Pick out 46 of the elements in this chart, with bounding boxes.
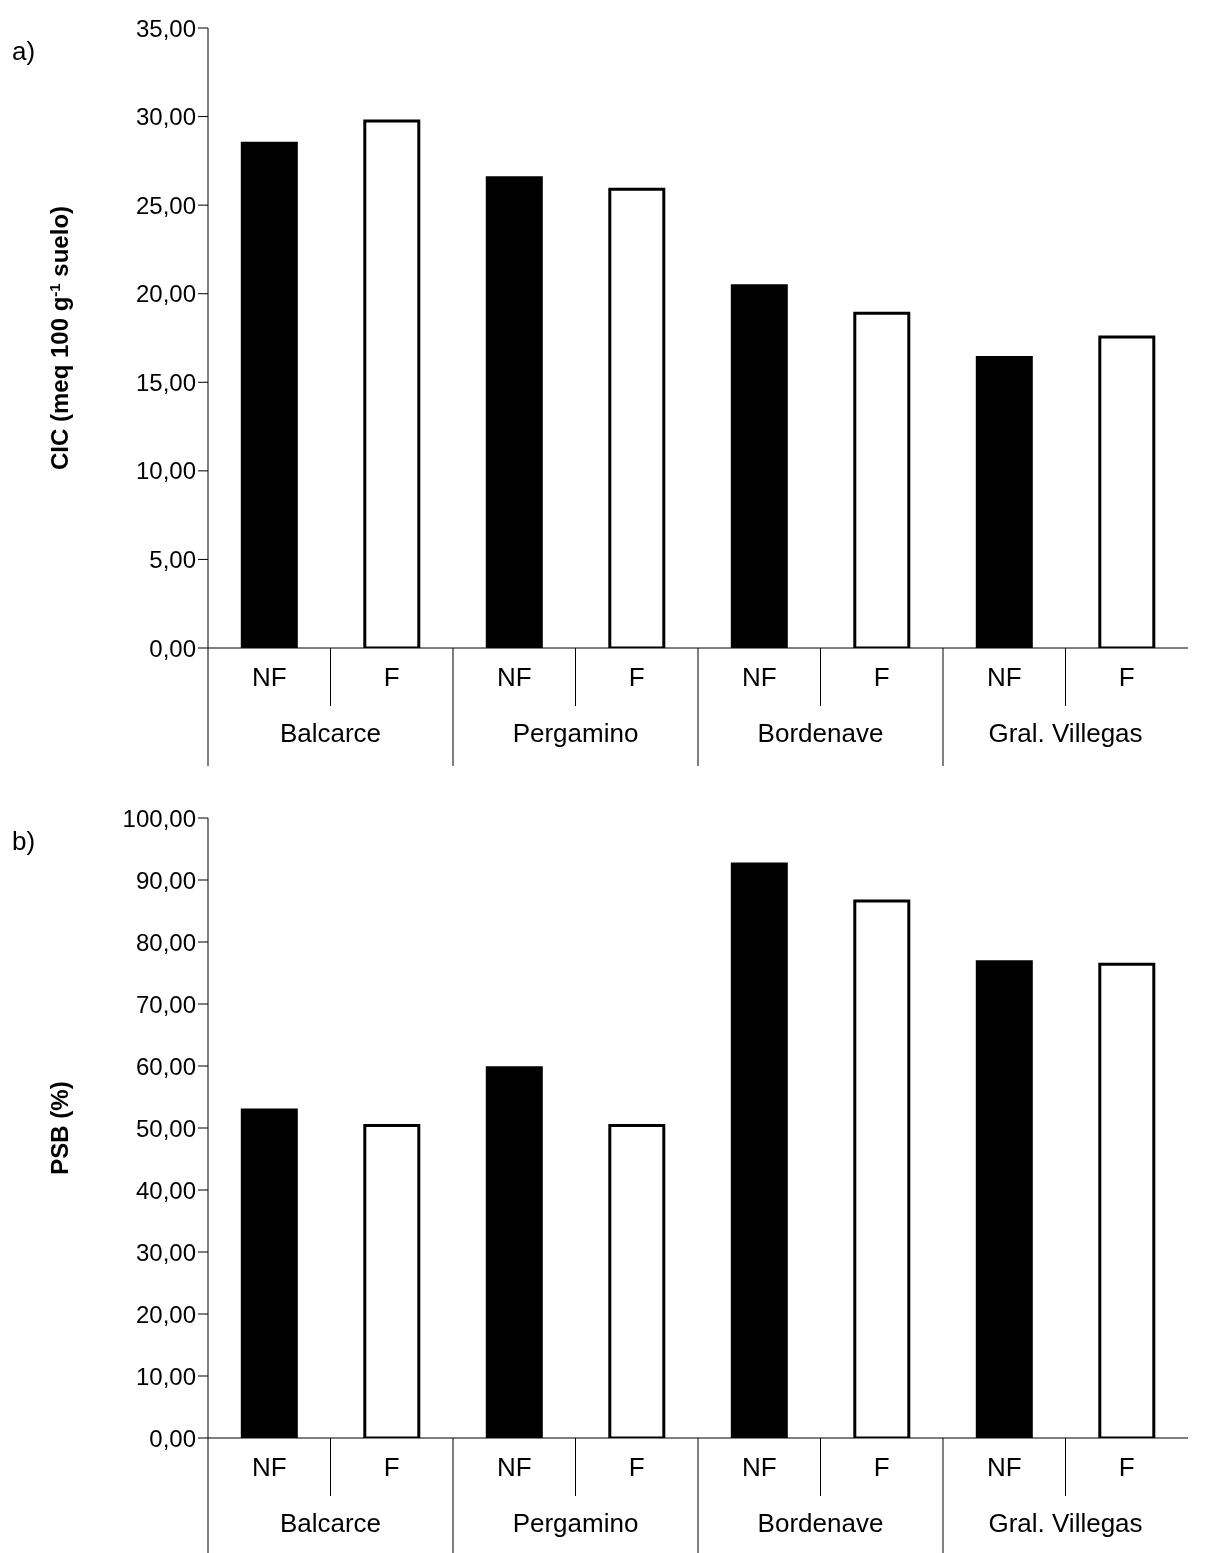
x-tick-label: F [1118, 1452, 1135, 1482]
y-tick-label: 20,00 [135, 280, 196, 308]
y-tick-label: 0,00 [149, 1424, 196, 1452]
chart-title: a) [12, 36, 36, 67]
y-tick-label: 20,00 [135, 1300, 196, 1328]
y-tick-label: 60,00 [135, 1052, 196, 1080]
x-tick-label: F [873, 662, 890, 692]
y-tick-label: 15,00 [135, 368, 196, 396]
x-tick-label: F [628, 662, 645, 692]
x-tick-label: F [873, 1452, 890, 1482]
x-tick-label: NF [496, 662, 532, 692]
x-tick-label: NF [986, 1452, 1022, 1482]
y-tick-label: 50,00 [135, 1114, 196, 1142]
x-tick-label: NF [741, 662, 777, 692]
y-axis-title: PSB (%) [46, 1081, 73, 1175]
y-tick-label: 90,00 [135, 866, 196, 894]
text: Pergamino [512, 718, 639, 748]
y-tick-label: 70,00 [135, 990, 196, 1018]
text: Gral. Villegas [988, 718, 1143, 748]
y-tick-label: 100,00 [122, 804, 196, 832]
text: Gral. Villegas [988, 1508, 1143, 1538]
y-tick-label: 30,00 [135, 1238, 196, 1266]
y-tick-label: 40,00 [135, 1176, 196, 1204]
y-tick-label: 10,00 [135, 1362, 196, 1390]
y-tick-label: 80,00 [135, 928, 196, 956]
text: Balcarce [279, 718, 382, 748]
x-tick-label: NF [741, 1452, 777, 1482]
text: Bordenave [757, 1508, 884, 1538]
y-tick-label: 10,00 [135, 457, 196, 485]
x-tick-label: NF [251, 662, 287, 692]
x-tick-label: NF [986, 662, 1022, 692]
x-tick-label: F [1118, 662, 1135, 692]
y-tick-label: 0,00 [149, 634, 196, 662]
text: Balcarce [279, 1508, 382, 1538]
text: Pergamino [512, 1508, 639, 1538]
x-tick-label: F [383, 662, 400, 692]
y-tick-label: 5,00 [149, 545, 196, 573]
y-tick-label: 35,00 [135, 14, 196, 42]
x-tick-label: NF [251, 1452, 287, 1482]
x-tick-label: F [383, 1452, 400, 1482]
x-tick-label: NF [496, 1452, 532, 1482]
text: Bordenave [757, 718, 884, 748]
x-tick-label: F [628, 1452, 645, 1482]
y-tick-label: 25,00 [135, 191, 196, 219]
y-tick-label: 30,00 [135, 103, 196, 131]
chart-title: b) [12, 826, 36, 857]
